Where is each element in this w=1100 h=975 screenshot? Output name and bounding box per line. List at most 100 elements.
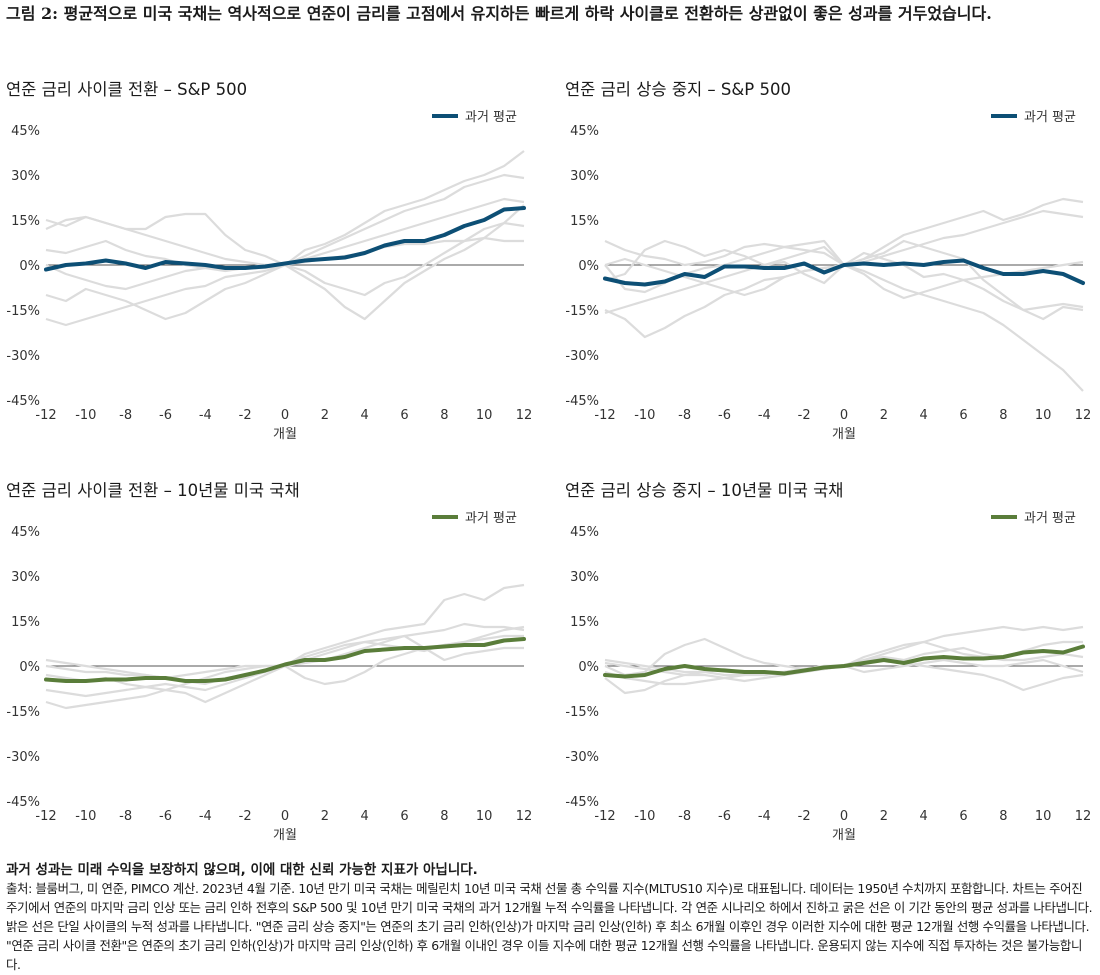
x-tick-label: -10 (634, 809, 655, 824)
y-tick-label: 15% (11, 214, 40, 229)
x-tick-label: -8 (119, 408, 132, 423)
x-tick-label: -12 (35, 408, 56, 423)
x-axis-label: 개월 (273, 427, 297, 442)
y-tick-label: -45% (6, 795, 40, 810)
history-cycle-line (604, 263, 1084, 392)
y-tick-label: -15% (6, 705, 40, 720)
chart-svg: 45% 30% 15% 0% -15% -30% -45%-12 -10 -8 -6 -4 -2 0 2 4… (6, 110, 533, 442)
x-tick-label: 10 (1035, 408, 1052, 423)
figure-title: 그림 2: 평균적으로 미국 국채는 역사적으로 연준이 금리를 고점에서 유지… (6, 4, 992, 23)
y-tick-label: 15% (570, 214, 599, 229)
legend-label: 과거 평균 (465, 110, 517, 125)
x-tick-label: -8 (678, 408, 691, 423)
y-tick-label: 15% (570, 615, 599, 630)
x-tick-label: -6 (159, 408, 172, 423)
x-tick-label: 4 (361, 408, 369, 423)
chart-panel-sp500-cycle-shift: 연준 금리 사이클 전환 – S&P 500 45% 30% 15% 0% -15% -3… (6, 76, 546, 451)
x-tick-label: 12 (1075, 408, 1092, 423)
y-tick-label: 45% (11, 525, 40, 540)
average-series-line (603, 644, 1085, 679)
x-tick-label: -2 (798, 408, 811, 423)
y-tick-label: -30% (565, 349, 599, 364)
chart-panel-sp500-hike-pause: 연준 금리 상승 중지 – S&P 500 45% 30% 15% 0% -15% -30… (565, 76, 1095, 451)
x-tick-label: 8 (999, 809, 1007, 824)
x-tick-label: -10 (75, 408, 96, 423)
x-tick-label: 2 (321, 809, 329, 824)
history-cycle-line (45, 221, 525, 297)
x-axis-label: 개월 (832, 427, 856, 442)
x-tick-label: -4 (199, 408, 212, 423)
y-tick-label: 30% (11, 169, 40, 184)
x-tick-label: 4 (361, 809, 369, 824)
x-tick-label: 4 (920, 408, 928, 423)
x-tick-label: 0 (281, 408, 289, 423)
chart-title: 연준 금리 상승 중지 – S&P 500 (565, 80, 791, 99)
x-tick-label: -6 (718, 408, 731, 423)
y-tick-label: 0% (578, 259, 599, 274)
history-cycle-line (604, 640, 1083, 677)
x-tick-label: 6 (400, 809, 408, 824)
x-tick-label: 2 (880, 809, 888, 824)
y-tick-label: -30% (565, 750, 599, 765)
x-tick-label: 2 (880, 408, 888, 423)
x-tick-label: -12 (594, 809, 615, 824)
x-tick-label: -6 (159, 809, 172, 824)
x-tick-label: 0 (281, 809, 289, 824)
y-tick-label: 0% (19, 660, 40, 675)
x-tick-label: -10 (75, 809, 96, 824)
chart-svg: 45% 30% 15% 0% -15% -30% -45%-12 -10 -8 -6 -4 -2 0 2 4… (6, 511, 533, 843)
x-tick-label: -4 (758, 408, 771, 423)
x-axis-label: 개월 (273, 828, 297, 843)
history-cycle-line (604, 209, 1084, 267)
y-tick-label: 0% (578, 660, 599, 675)
x-tick-label: 4 (920, 809, 928, 824)
y-tick-label: -45% (565, 394, 599, 409)
x-tick-label: -8 (119, 809, 132, 824)
x-tick-label: -4 (758, 809, 771, 824)
x-tick-label: 12 (516, 809, 533, 824)
x-tick-label: 8 (999, 408, 1007, 423)
chart-title: 연준 금리 상승 중지 – 10년물 미국 국채 (565, 481, 844, 500)
x-tick-label: -12 (35, 809, 56, 824)
chart-title: 연준 금리 사이클 전환 – 10년물 미국 국채 (6, 481, 300, 500)
y-tick-label: 45% (11, 124, 40, 139)
chart-svg: 45% 30% 15% 0% -15% -30% -45%-12 -10 -8 -6 -4 -2 0 2 4… (565, 511, 1091, 843)
history-cycle-line (45, 625, 525, 710)
x-tick-label: -8 (678, 809, 691, 824)
legend-label: 과거 평균 (1024, 511, 1076, 526)
y-tick-label: -15% (565, 304, 599, 319)
history-cycle-line (604, 239, 1084, 321)
y-tick-label: 30% (570, 570, 599, 585)
y-tick-label: -45% (6, 394, 40, 409)
chart-svg: 45% 30% 15% 0% -15% -30% -45%-12 -10 -8 -6 -4 -2 0 2 4… (565, 110, 1092, 442)
y-tick-label: 15% (11, 615, 40, 630)
chart-panel-ust-cycle-shift: 연준 금리 사이클 전환 – 10년물 미국 국채 45% 30% 15% 0% -15… (6, 477, 546, 852)
average-series-line (44, 206, 526, 272)
x-tick-label: 6 (959, 408, 967, 423)
history-cycle-line (45, 215, 524, 267)
y-tick-label: -30% (6, 349, 40, 364)
x-tick-label: 2 (321, 408, 329, 423)
x-tick-label: 6 (959, 809, 967, 824)
y-tick-label: 45% (570, 124, 599, 139)
x-tick-label: 10 (476, 408, 493, 423)
y-tick-label: -45% (565, 795, 599, 810)
y-tick-label: 30% (570, 169, 599, 184)
footnote: 출처: 블룸버그, 미 연준, PIMCO 계산. 2023년 4월 기준. 1… (6, 881, 1093, 972)
x-tick-label: -4 (199, 809, 212, 824)
disclaimer: 과거 성과는 미래 수익을 보장하지 않으며, 이에 대한 신뢰 가능한 지표가… (6, 862, 478, 878)
x-tick-label: -12 (594, 408, 615, 423)
x-tick-label: -2 (798, 809, 811, 824)
history-cycle-line (45, 622, 525, 680)
x-tick-label: 0 (840, 809, 848, 824)
average-series-line (44, 637, 526, 683)
x-tick-label: -2 (239, 809, 252, 824)
x-tick-label: 0 (840, 408, 848, 423)
y-tick-label: -30% (6, 750, 40, 765)
x-tick-label: 12 (516, 408, 533, 423)
average-series-line (603, 258, 1085, 287)
chart-panel-ust-hike-pause: 연준 금리 상승 중지 – 10년물 미국 국채 45% 30% 15% 0% -15%… (565, 477, 1095, 852)
x-tick-label: 10 (476, 809, 493, 824)
x-tick-label: 10 (1035, 809, 1052, 824)
x-tick-label: -10 (634, 408, 655, 423)
